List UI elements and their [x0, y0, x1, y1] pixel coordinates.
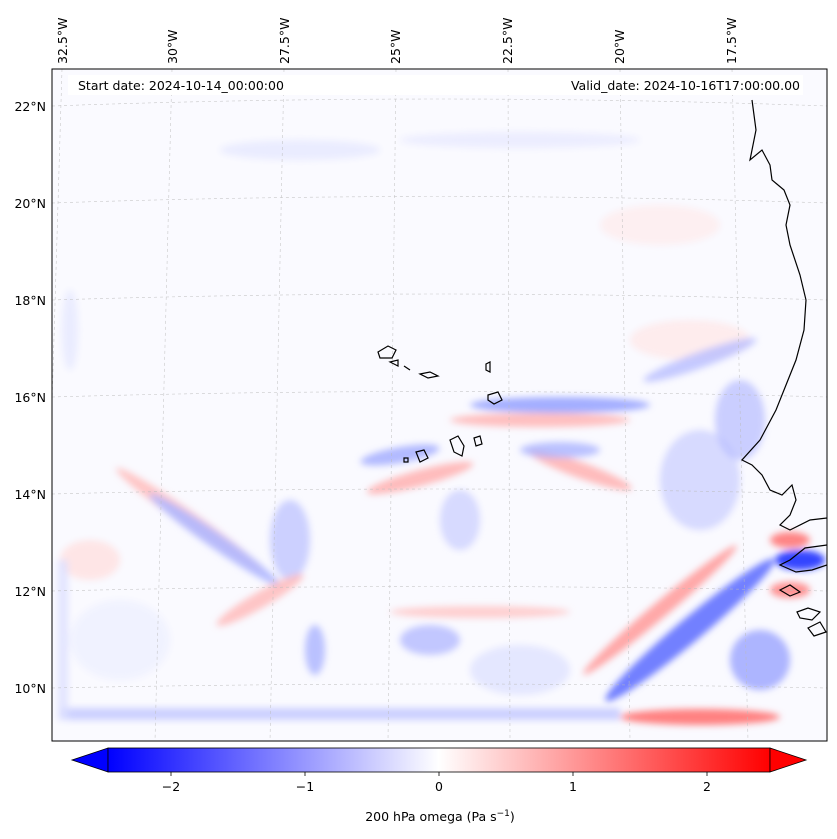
lat-label: 10°N [14, 681, 46, 696]
lat-label: 16°N [14, 390, 46, 405]
lon-label: 22.5°W [500, 18, 515, 64]
cape-verde-islands [377, 345, 503, 463]
lon-label: 20°W [612, 29, 627, 64]
colorbar-tick: −1 [296, 779, 314, 794]
gridlines [52, 69, 827, 741]
header-band [68, 75, 803, 95]
latitude-labels: 22°N 20°N 18°N 16°N 14°N 12°N 10°N [14, 99, 46, 696]
lat-label: 22°N [14, 99, 46, 114]
lon-label: 27.5°W [277, 18, 292, 64]
africa-coastline [741, 99, 827, 531]
lat-label: 18°N [14, 293, 46, 308]
map-border [51, 68, 828, 742]
colorbar-title: 200 hPa omega (Pa s−1) [365, 809, 515, 824]
africa-coastline-south [778, 544, 827, 637]
colorbar-tick: −2 [162, 779, 180, 794]
colorbar-right-extend [769, 747, 808, 773]
colorbar-title-exponent: −1 [497, 809, 510, 819]
omega-field [58, 132, 825, 725]
colorbar-tick: 1 [569, 779, 577, 794]
colorbar-title-close: ) [510, 809, 515, 824]
colorbar-title-main: 200 hPa omega (Pa s [365, 809, 496, 824]
lon-label: 17.5°W [724, 18, 739, 64]
colorbar-tick: 2 [703, 779, 711, 794]
colorbar-gradient [107, 747, 771, 773]
colorbar-left-extend [70, 747, 109, 773]
start-date-label: Start date: 2024-10-14_00:00:00 [78, 78, 284, 93]
colorbar: −2 −1 0 1 2 200 hPa omega (Pa s−1) [70, 747, 808, 824]
lat-label: 20°N [14, 196, 46, 211]
lon-label: 32.5°W [55, 18, 70, 64]
lon-label: 25°W [388, 29, 403, 64]
lon-label: 30°W [165, 29, 180, 64]
longitude-labels: 32.5°W 30°W 27.5°W 25°W 22.5°W 20°W 17.5… [55, 18, 739, 64]
colorbar-tick: 0 [435, 779, 443, 794]
lat-label: 12°N [14, 584, 46, 599]
lat-label: 14°N [14, 487, 46, 502]
valid-date-label: Valid_date: 2024-10-16T17:00:00.00 [571, 78, 800, 93]
